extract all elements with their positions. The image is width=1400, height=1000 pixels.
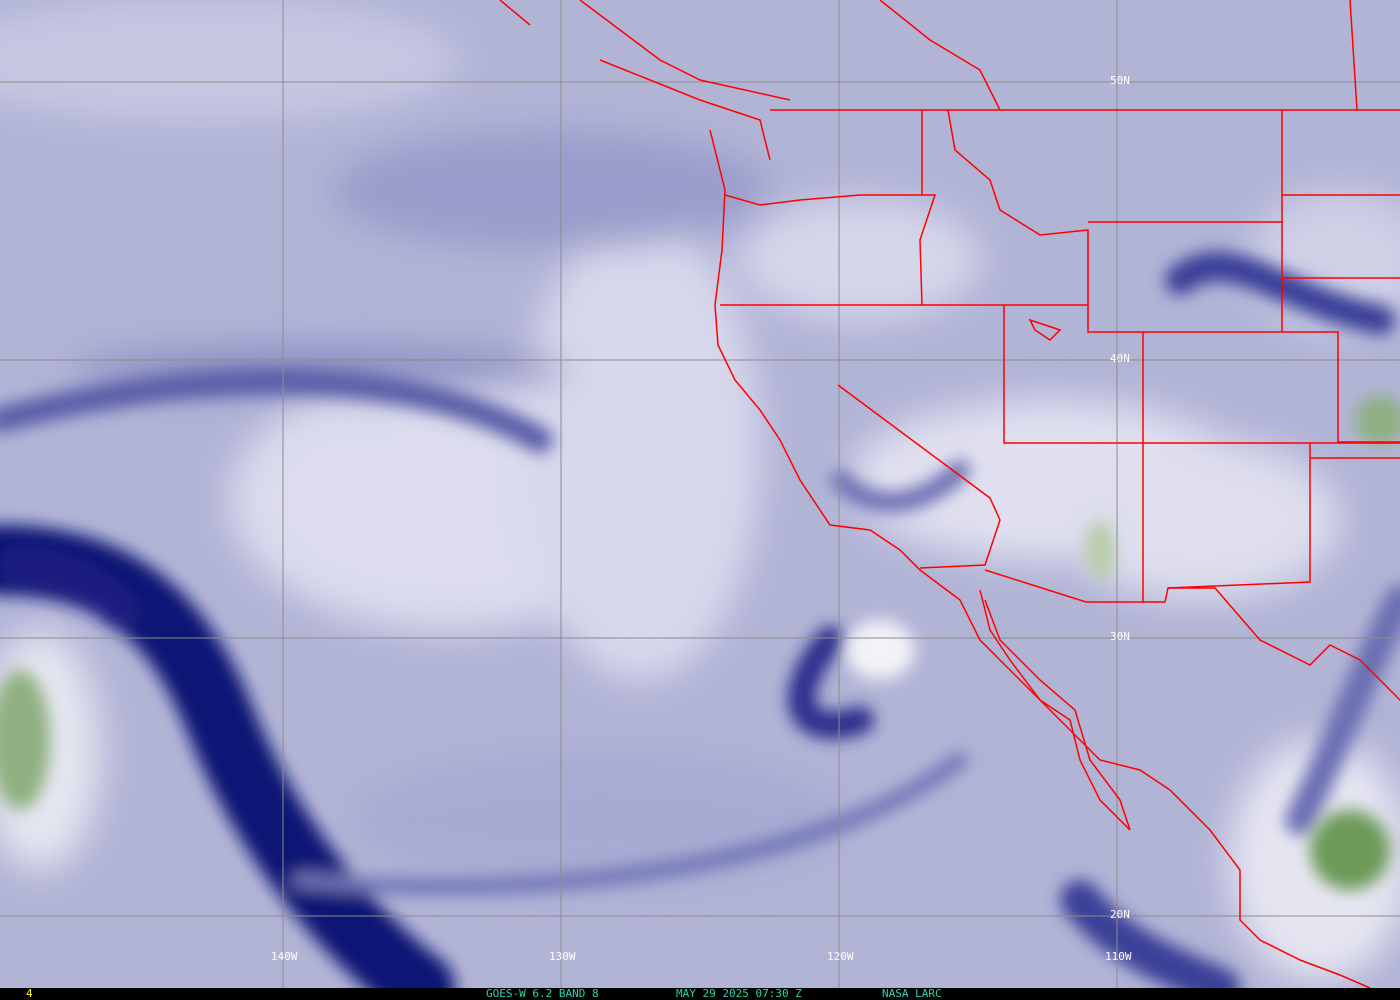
latitude-label: 20N [1110,908,1130,921]
longitude-label: 140W [271,950,298,963]
longitude-label: 110W [1105,950,1132,963]
latitude-label: 50N [1110,74,1130,87]
political-borders [499,0,1400,988]
timestamp: MAY 29 2025 07:30 Z [676,987,802,1000]
caption-bar: 4 GOES-W 6.2 BAND 8 MAY 29 2025 07:30 Z … [0,988,1400,1000]
latitude-label: 30N [1110,630,1130,643]
satellite-band: GOES-W 6.2 BAND 8 [486,987,599,1000]
source: NASA LARC [882,987,942,1000]
longitude-label: 120W [827,950,854,963]
latitude-label: 40N [1110,352,1130,365]
longitude-label: 130W [549,950,576,963]
frame-number: 4 [26,987,33,1000]
